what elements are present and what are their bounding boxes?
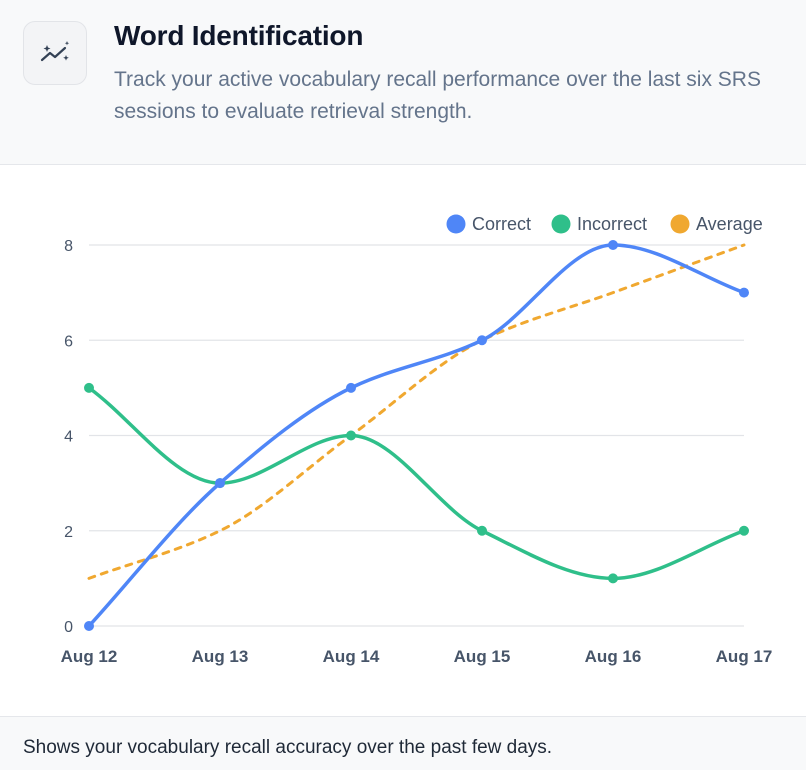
legend-label-incorrect: Incorrect [577, 214, 647, 234]
data-point-incorrect [608, 573, 618, 584]
data-point-correct [608, 240, 618, 250]
data-point-incorrect [84, 382, 94, 393]
x-tick-label: Aug 15 [454, 647, 511, 666]
y-tick-label: 6 [64, 333, 73, 350]
x-tick-label: Aug 16 [585, 647, 642, 666]
data-point-correct [84, 621, 94, 631]
legend-swatch-correct [446, 214, 466, 234]
y-tick-label: 2 [64, 524, 73, 541]
y-tick-label: 0 [64, 619, 73, 636]
data-point-incorrect [346, 430, 356, 441]
legend-swatch-incorrect [551, 214, 571, 234]
series-line-average [87, 243, 746, 580]
x-tick-label: Aug 14 [323, 647, 380, 666]
legend-label-correct: Correct [472, 214, 531, 234]
card-header: Word Identification Track your active vo… [0, 0, 806, 165]
data-point-correct [346, 382, 356, 393]
series-line-incorrect [87, 386, 746, 581]
footer-description: Shows your vocabulary recall accuracy ov… [23, 737, 553, 758]
line-chart: 0 2 4 6 8 Aug 12 Aug 13 Aug 14 Aug 15 Aug 16 Aug 1… [61, 214, 773, 666]
y-tick-label: 4 [64, 429, 73, 446]
card-footer: Shows your vocabulary recall accuracy ov… [0, 716, 806, 770]
legend-label-average: Average [696, 214, 763, 234]
data-point-incorrect [477, 525, 487, 536]
x-tick-label: Aug 13 [192, 647, 249, 666]
x-tick-label: Aug 17 [716, 647, 773, 666]
chart-subtitle: Track your active vocabulary recall perf… [114, 68, 761, 123]
data-point-incorrect [739, 525, 749, 536]
data-point-correct [739, 287, 749, 298]
legend-swatch-average [670, 214, 690, 234]
series-line-correct [87, 243, 746, 628]
chart-area: 0 2 4 6 8 Aug 12 Aug 13 Aug 14 Aug 15 Aug 16 Aug 1… [0, 165, 806, 715]
chart-title: Word Identification [114, 20, 364, 51]
sparkle-trend-icon [23, 21, 87, 85]
x-tick-label: Aug 12 [61, 647, 118, 666]
y-tick-label: 8 [64, 238, 73, 255]
data-point-correct [477, 335, 487, 346]
data-point-correct [215, 478, 225, 489]
